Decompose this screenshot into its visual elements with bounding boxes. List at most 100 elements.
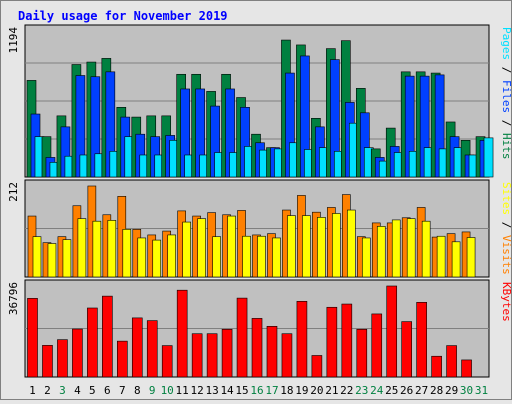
x-tick-label-day-22: 22 bbox=[340, 384, 353, 397]
visits_sites-bar-sites-day-8 bbox=[137, 237, 147, 278]
x-tick-label-day-27: 27 bbox=[415, 384, 428, 397]
visits_sites-bar-sites-day-12 bbox=[197, 218, 206, 278]
x-tick-label-day-13: 13 bbox=[205, 384, 218, 397]
x-tick-label-day-2: 2 bbox=[44, 384, 51, 397]
visits_sites-legend: Sites / Visits bbox=[500, 182, 512, 275]
kbytes-bar-kbytes-day-1 bbox=[27, 298, 38, 378]
kbytes-legend: KBytes bbox=[500, 282, 512, 322]
kbytes-bar-kbytes-day-17 bbox=[266, 326, 278, 378]
legend-separator: / bbox=[500, 215, 512, 235]
x-tick-label-day-18: 18 bbox=[280, 384, 293, 397]
x-tick-label-day-3: 3 bbox=[59, 384, 66, 397]
kbytes-bar-kbytes-day-19 bbox=[296, 301, 308, 378]
kbytes-bar-kbytes-day-9 bbox=[146, 320, 158, 378]
visits_sites-bar-sites-day-7 bbox=[122, 229, 132, 278]
kbytes-bar-kbytes-day-10 bbox=[161, 345, 173, 378]
visits_sites-bar-sites-day-28 bbox=[436, 235, 446, 278]
x-tick-label-day-7: 7 bbox=[119, 384, 126, 397]
kbytes-bar-kbytes-day-29 bbox=[446, 345, 457, 378]
legend-separator: / bbox=[500, 60, 512, 80]
kbytes-bar-kbytes-day-20 bbox=[311, 355, 323, 378]
visits_sites-bar-sites-day-22 bbox=[347, 209, 356, 278]
visits_sites-max-label: 212 bbox=[7, 182, 20, 202]
x-tick-label-day-5: 5 bbox=[89, 384, 96, 397]
kbytes-bar-kbytes-day-12 bbox=[191, 333, 203, 378]
visits_sites-bar-sites-day-24 bbox=[376, 226, 386, 278]
x-tick-label-day-26: 26 bbox=[400, 384, 413, 397]
legend-entry-files: Files bbox=[500, 80, 512, 113]
legend-separator: / bbox=[500, 113, 512, 133]
visits_sites-bar-sites-day-13 bbox=[212, 236, 221, 278]
kbytes-bar-kbytes-day-6 bbox=[102, 295, 113, 378]
hits_files_pages-max-label: 1194 bbox=[7, 27, 20, 54]
kbytes-bar-kbytes-day-27 bbox=[416, 302, 427, 378]
x-tick-label-day-6: 6 bbox=[104, 384, 111, 397]
visits_sites-bar-sites-day-25 bbox=[391, 219, 401, 278]
visits_sites-bar-sites-day-9 bbox=[152, 239, 162, 278]
visits_sites-bar-sites-day-20 bbox=[317, 217, 326, 278]
visits_sites-bar-sites-day-19 bbox=[302, 215, 311, 278]
x-tick-label-day-9: 9 bbox=[149, 384, 156, 397]
kbytes-bar-kbytes-day-26 bbox=[401, 321, 412, 378]
legend-entry-sites: Sites bbox=[500, 182, 512, 215]
x-tick-label-day-14: 14 bbox=[220, 384, 234, 397]
chart-title: Daily usage for November 2019 bbox=[18, 9, 228, 23]
legend-entry-pages: Pages bbox=[500, 27, 512, 60]
kbytes-bar-kbytes-day-23 bbox=[356, 328, 368, 378]
x-tick-label-day-20: 20 bbox=[310, 384, 323, 397]
visits_sites-bar-sites-day-27 bbox=[421, 220, 431, 278]
x-tick-label-day-31: 31 bbox=[475, 384, 488, 397]
visits_sites-bar-sites-day-21 bbox=[332, 213, 341, 278]
x-tick-label-day-12: 12 bbox=[191, 384, 204, 397]
x-tick-label-day-21: 21 bbox=[325, 384, 338, 397]
hits_files_pages-bar-pages-day-31 bbox=[483, 137, 494, 178]
kbytes-bar-kbytes-day-24 bbox=[371, 313, 383, 378]
x-tick-label-day-23: 23 bbox=[355, 384, 368, 397]
x-tick-label-day-29: 29 bbox=[445, 384, 458, 397]
visits_sites-bar-sites-day-4 bbox=[77, 218, 87, 278]
visits_sites-bar-sites-day-16 bbox=[257, 235, 266, 278]
kbytes-bar-kbytes-day-15 bbox=[236, 297, 248, 378]
visits_sites-bar-sites-day-2 bbox=[47, 243, 57, 278]
kbytes-bar-kbytes-day-30 bbox=[461, 359, 472, 378]
x-tick-label-day-25: 25 bbox=[385, 384, 398, 397]
kbytes-bar-kbytes-day-11 bbox=[176, 289, 188, 378]
visits_sites-bar-sites-day-6 bbox=[107, 220, 117, 278]
kbytes-bar-kbytes-day-16 bbox=[251, 318, 263, 378]
visits_sites-bar-sites-day-3 bbox=[62, 239, 72, 278]
visits_sites-bar-sites-day-5 bbox=[92, 220, 102, 278]
kbytes-bar-kbytes-day-21 bbox=[326, 306, 338, 378]
kbytes-bar-kbytes-day-3 bbox=[57, 339, 68, 378]
kbytes-max-label: 36796 bbox=[7, 282, 20, 315]
kbytes-bar-kbytes-day-7 bbox=[117, 340, 128, 378]
kbytes-bar-kbytes-day-18 bbox=[281, 333, 293, 378]
visits_sites-bar-sites-day-15 bbox=[242, 235, 251, 278]
kbytes-bar-kbytes-day-14 bbox=[221, 328, 233, 378]
x-tick-label-day-17: 17 bbox=[265, 384, 278, 397]
kbytes-bar-kbytes-day-5 bbox=[87, 307, 98, 378]
visits_sites-bar-sites-day-26 bbox=[406, 218, 416, 278]
visits_sites-bar-sites-day-1 bbox=[32, 236, 42, 278]
x-tick-label-day-4: 4 bbox=[74, 384, 81, 397]
visits_sites-bar-sites-day-14 bbox=[227, 215, 236, 278]
kbytes-bar-kbytes-day-2 bbox=[42, 345, 53, 378]
visits_sites-bar-sites-day-30 bbox=[466, 237, 476, 278]
x-tick-label-day-11: 11 bbox=[176, 384, 189, 397]
visits_sites-bar-sites-day-17 bbox=[272, 237, 281, 278]
x-tick-label-day-10: 10 bbox=[161, 384, 174, 397]
x-tick-label-day-16: 16 bbox=[250, 384, 263, 397]
kbytes-bar-kbytes-day-25 bbox=[386, 285, 398, 378]
x-tick-label-day-15: 15 bbox=[235, 384, 248, 397]
visits_sites-bar-sites-day-11 bbox=[182, 221, 191, 278]
legend-entry-visits: Visits bbox=[500, 235, 512, 275]
kbytes-bar-kbytes-day-22 bbox=[341, 303, 353, 378]
visits_sites-bar-sites-day-23 bbox=[361, 237, 371, 278]
x-tick-label-day-1: 1 bbox=[29, 384, 36, 397]
x-tick-label-day-28: 28 bbox=[430, 384, 443, 397]
visits_sites-bar-sites-day-29 bbox=[451, 241, 461, 278]
legend-entry-kbytes: KBytes bbox=[500, 282, 512, 322]
visits_sites-bar-sites-day-10 bbox=[167, 234, 177, 278]
visits_sites-bar-sites-day-18 bbox=[287, 215, 296, 278]
